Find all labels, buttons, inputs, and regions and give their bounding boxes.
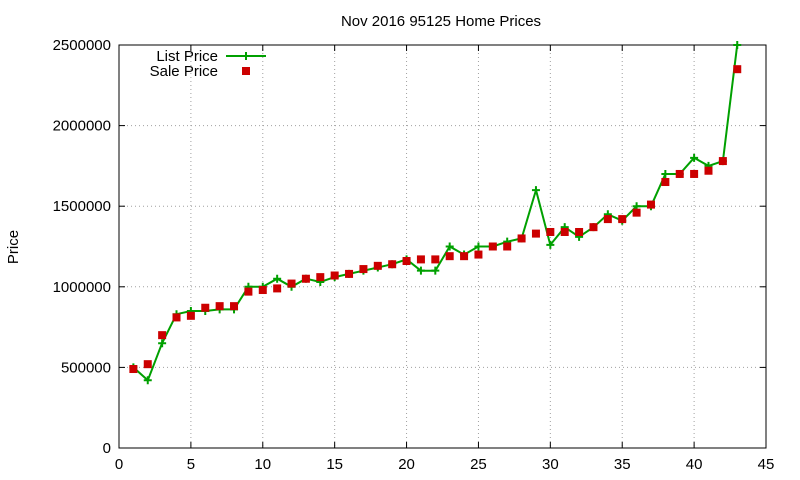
list-price-point	[733, 41, 742, 49]
sale-price-point	[316, 273, 325, 282]
sale-price-point	[431, 255, 440, 264]
sale-price-point	[589, 223, 598, 232]
sale-price-point	[460, 252, 469, 261]
list-price-point	[445, 242, 454, 251]
sale-price-point	[244, 287, 253, 296]
sale-price-point	[560, 227, 569, 236]
y-tick-label: 0	[103, 440, 111, 457]
x-tick-label: 35	[614, 456, 631, 473]
list-price-point	[661, 169, 670, 178]
legend-marker-list-price	[242, 52, 250, 60]
y-tick-label: 2500000	[53, 37, 111, 54]
sale-price-point	[488, 242, 497, 251]
x-tick-label: 20	[398, 456, 415, 473]
sale-price-point	[661, 178, 670, 187]
sale-price-point	[718, 157, 727, 166]
legend: List Price Sale Price	[150, 48, 266, 80]
sale-price-point	[531, 229, 540, 238]
list-price-point	[143, 376, 152, 385]
sale-price-point	[158, 331, 167, 340]
sale-price-point	[301, 274, 310, 283]
axes: 0 500000 1000000 1500000 2000000 2500000 0 5 10 1…	[53, 37, 775, 473]
y-tick-label: 2000000	[53, 118, 111, 135]
sale-price-point	[618, 215, 627, 224]
sale-price-point	[416, 255, 425, 264]
list-price-point	[474, 242, 483, 251]
list-price-point	[273, 274, 282, 283]
legend-swatch-sale-price	[242, 67, 250, 75]
y-tick-label: 500000	[61, 359, 111, 376]
sale-price-point	[230, 302, 239, 311]
sale-price-point	[704, 166, 713, 175]
sale-price-point	[287, 279, 296, 288]
sale-price-point	[632, 208, 641, 217]
x-tick-label: 10	[254, 456, 271, 473]
sale-price-point	[186, 311, 195, 320]
legend-label-list-price: List Price	[156, 48, 218, 65]
list-price-line	[132, 44, 739, 383]
sale-price-point	[330, 271, 339, 280]
sale-price-point	[474, 250, 483, 259]
sale-price-point	[517, 234, 526, 243]
y-axis-label: Price	[5, 230, 22, 264]
sale-price-point	[215, 302, 224, 311]
sale-price-point	[445, 252, 454, 261]
grid	[119, 45, 766, 448]
list-price-point	[431, 266, 440, 275]
sale-price-point	[646, 200, 655, 209]
plot-border	[118, 44, 767, 449]
sale-price-point	[373, 261, 382, 270]
list-price-point	[690, 153, 699, 162]
list-price-point	[158, 339, 167, 348]
sale-price-point	[690, 169, 699, 178]
x-tick-label: 45	[758, 456, 775, 473]
sale-price-point	[575, 227, 584, 236]
series-layer	[129, 41, 742, 385]
sale-price-point	[258, 286, 267, 295]
sale-price-point	[201, 303, 210, 312]
sale-price-point	[675, 169, 684, 178]
list-price-point	[546, 240, 555, 249]
sale-price-point	[345, 269, 354, 278]
sale-price-point	[172, 313, 181, 322]
y-tick-label: 1000000	[53, 279, 111, 296]
x-tick-label: 15	[326, 456, 343, 473]
x-tick-label: 25	[470, 456, 487, 473]
sale-price-point	[546, 227, 555, 236]
sale-price-point	[603, 215, 612, 224]
sale-price-point	[388, 260, 397, 269]
sale-price-point	[359, 265, 368, 274]
sale-price-point	[402, 257, 411, 266]
chart-title: Nov 2016 95125 Home Prices	[341, 13, 541, 30]
sale-price-point	[273, 284, 282, 293]
sale-price-point	[733, 65, 742, 74]
sale-price-point	[143, 360, 152, 369]
y-tick-label: 1500000	[53, 198, 111, 215]
sale-price-point	[129, 365, 138, 374]
x-tick-label: 40	[686, 456, 703, 473]
x-tick-label: 30	[542, 456, 559, 473]
list-price-point	[416, 266, 425, 275]
x-tick-label: 0	[115, 456, 123, 473]
x-tick-label: 5	[187, 456, 195, 473]
sale-price-point	[503, 242, 512, 251]
list-price-point	[531, 186, 540, 195]
legend-label-sale-price: Sale Price	[150, 63, 218, 80]
